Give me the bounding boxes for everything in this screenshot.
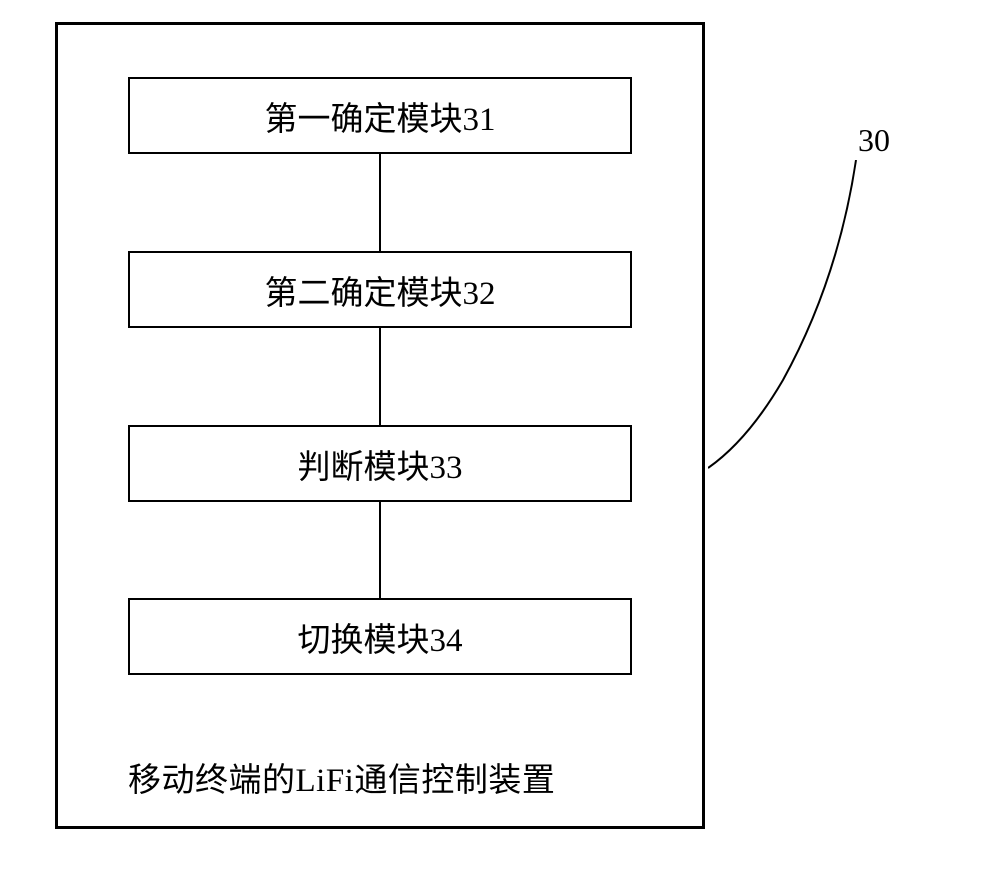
diagram-container: 第一确定模块31 第二确定模块32 判断模块33 切换模块34 移动终端的LiF…	[55, 22, 705, 829]
module-label-3: 判断模块33	[298, 440, 463, 488]
module-label-1: 第一确定模块31	[265, 92, 496, 140]
connector-3	[379, 502, 381, 598]
connector-2	[379, 328, 381, 425]
module-box-1: 第一确定模块31	[128, 77, 632, 154]
diagram-title: 移动终端的LiFi通信控制装置	[128, 753, 555, 801]
module-box-2: 第二确定模块32	[128, 251, 632, 328]
pointer-path	[708, 160, 856, 468]
connector-1	[379, 154, 381, 251]
reference-pointer	[708, 160, 878, 470]
reference-number: 30	[858, 122, 890, 159]
module-box-4: 切换模块34	[128, 598, 632, 675]
module-box-3: 判断模块33	[128, 425, 632, 502]
module-label-4: 切换模块34	[298, 613, 463, 661]
module-label-2: 第二确定模块32	[265, 266, 496, 314]
